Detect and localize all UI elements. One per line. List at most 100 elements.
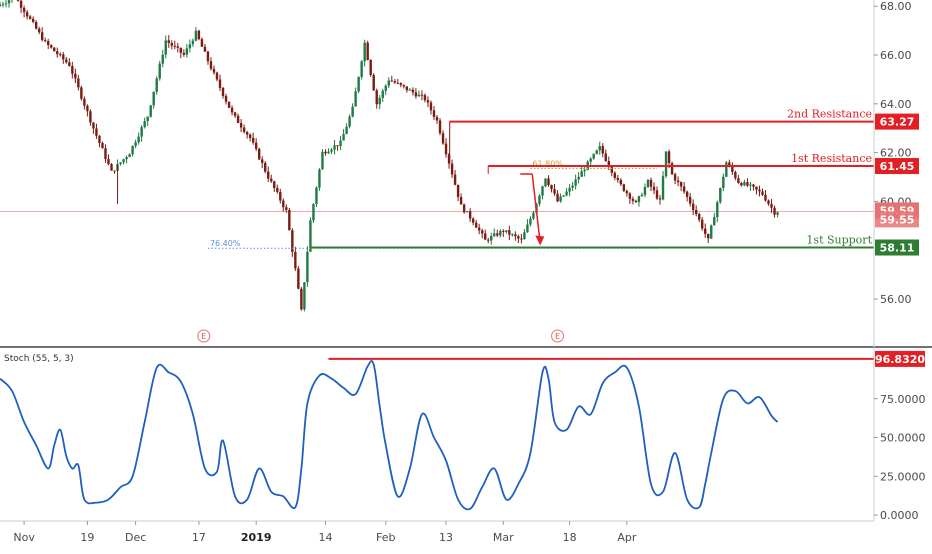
candle-body xyxy=(273,181,275,188)
candle-body xyxy=(653,187,655,191)
candle-body xyxy=(644,187,646,195)
candle-body xyxy=(388,81,390,86)
candle-body xyxy=(472,219,474,223)
candle-body xyxy=(680,182,682,186)
candle-body xyxy=(400,83,402,85)
candle-body xyxy=(65,59,67,62)
candle-body xyxy=(596,150,598,154)
candle-body xyxy=(306,252,308,283)
candle-body xyxy=(418,95,420,97)
candle-body xyxy=(526,224,528,232)
candle-body xyxy=(213,69,215,73)
candle-body xyxy=(752,184,754,186)
candle-body xyxy=(734,172,736,178)
candle-body xyxy=(439,120,441,133)
candle-body xyxy=(297,269,299,289)
candle-body xyxy=(409,90,411,91)
candle-body xyxy=(514,234,516,236)
candle-body xyxy=(345,127,347,134)
level-label: 1st Support xyxy=(806,234,872,247)
candle-body xyxy=(599,146,601,150)
candle-body xyxy=(761,191,763,194)
candle-body xyxy=(487,240,489,241)
candle-body xyxy=(412,90,414,93)
price-y-tick-label: 66.00 xyxy=(880,49,912,62)
candle-body xyxy=(92,123,94,129)
candle-body xyxy=(605,154,607,161)
candle-body xyxy=(433,110,435,117)
x-tick-label: Apr xyxy=(617,531,637,544)
x-tick-label: 13 xyxy=(439,531,453,544)
candle-body xyxy=(207,52,209,62)
candle-body xyxy=(327,152,329,154)
candle-body xyxy=(692,204,694,210)
candle-body xyxy=(632,199,634,201)
candle-body xyxy=(255,143,257,149)
event-marker-text: E xyxy=(555,332,560,341)
candle-body xyxy=(77,78,79,87)
candle-body xyxy=(617,178,619,180)
candle-body xyxy=(496,233,498,235)
candle-body xyxy=(348,117,350,127)
candle-body xyxy=(767,201,769,204)
candle-body xyxy=(216,73,218,80)
candle-body xyxy=(333,145,335,149)
candle-body xyxy=(153,92,155,106)
candle-body xyxy=(258,149,260,160)
candle-body xyxy=(379,98,381,104)
candle-body xyxy=(53,48,55,52)
candle-body xyxy=(511,234,513,235)
candle-body xyxy=(62,54,64,59)
candle-body xyxy=(565,192,567,196)
candle-body xyxy=(740,183,742,185)
candle-body xyxy=(659,198,661,199)
candles-group xyxy=(0,0,779,311)
candle-body xyxy=(508,230,510,235)
stochastic-y-tick-label: 50.0000 xyxy=(880,432,926,445)
level-label: 1st Resistance xyxy=(791,152,872,165)
candle-body xyxy=(695,210,697,214)
candle-body xyxy=(300,289,302,310)
candle-body xyxy=(270,179,272,182)
candle-body xyxy=(550,185,552,189)
candle-body xyxy=(698,214,700,220)
candle-body xyxy=(330,150,332,152)
candle-body xyxy=(101,143,103,148)
candle-body xyxy=(252,138,254,143)
candle-body xyxy=(523,232,525,239)
candle-body xyxy=(725,162,727,176)
candle-body xyxy=(2,4,4,5)
candle-body xyxy=(481,230,483,233)
candle-body xyxy=(743,182,745,185)
x-tick-label: 17 xyxy=(192,531,206,544)
candle-body xyxy=(56,51,58,54)
candle-body xyxy=(466,211,468,212)
candle-body xyxy=(716,202,718,217)
candle-body xyxy=(234,112,236,115)
x-tick-label: 19 xyxy=(80,531,94,544)
candle-body xyxy=(635,201,637,202)
candle-body xyxy=(0,5,1,7)
level-label: 2nd Resistance xyxy=(787,108,872,121)
candle-body xyxy=(677,181,679,183)
candle-body xyxy=(385,86,387,91)
candle-body xyxy=(149,105,151,116)
candle-body xyxy=(593,154,595,159)
candle-body xyxy=(243,128,245,133)
candle-body xyxy=(357,77,359,91)
candle-body xyxy=(74,74,76,79)
candle-body xyxy=(303,282,305,309)
candle-body xyxy=(562,195,564,196)
candle-body xyxy=(210,61,212,69)
price-y-tick-label: 56.00 xyxy=(880,293,912,306)
candle-body xyxy=(499,231,501,236)
candle-body xyxy=(671,163,673,174)
candle-body xyxy=(773,208,775,215)
candle-body xyxy=(339,141,341,147)
stochastic-y-tick-label: 25.0000 xyxy=(880,470,926,483)
candle-body xyxy=(237,116,239,123)
candle-body xyxy=(713,217,715,225)
candle-body xyxy=(590,159,592,162)
candle-body xyxy=(80,87,82,98)
